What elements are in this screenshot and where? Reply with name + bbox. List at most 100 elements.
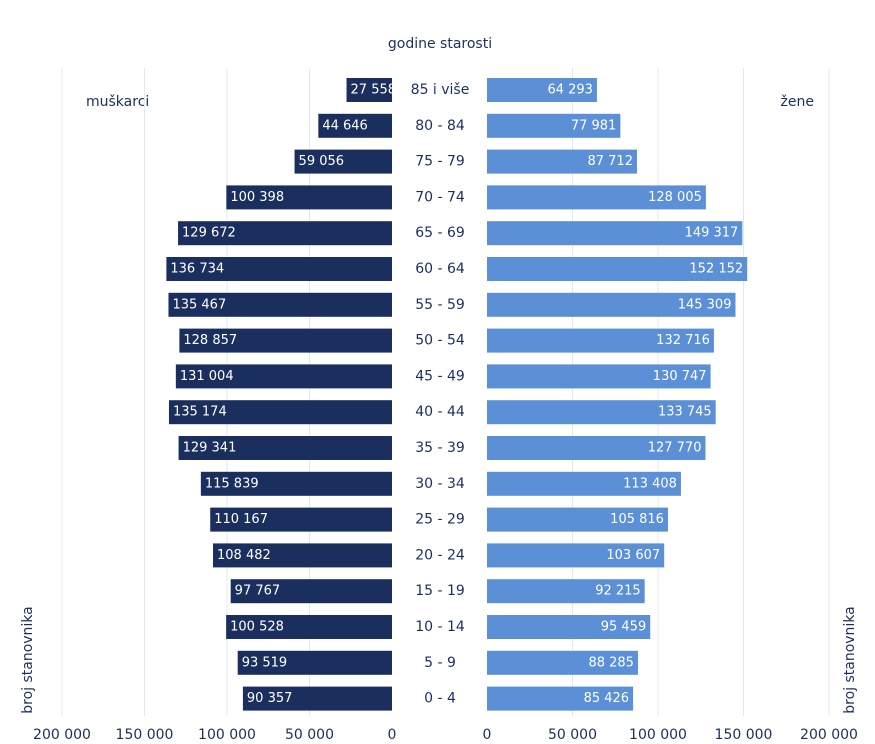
value-label: 95 459 (601, 620, 647, 635)
bar (200, 471, 392, 496)
bar (242, 686, 392, 711)
x-tick-label: 100 000 (198, 727, 256, 743)
bar (487, 113, 621, 138)
legend-label: muškarci (86, 94, 149, 110)
value-label: 129 341 (183, 441, 237, 456)
category-label: 50 - 54 (415, 333, 465, 349)
value-label: 97 767 (235, 584, 281, 599)
bar (294, 149, 392, 174)
value-label: 110 167 (214, 512, 268, 527)
bar (487, 328, 714, 353)
category-label: 40 - 44 (415, 404, 465, 420)
value-label: 88 285 (588, 655, 634, 670)
value-label: 100 398 (230, 190, 284, 205)
bar (230, 579, 392, 604)
x-tick-label: 150 000 (715, 727, 773, 743)
value-label: 64 293 (547, 83, 593, 98)
value-label: 128 857 (183, 333, 237, 348)
value-label: 85 426 (584, 691, 630, 706)
value-label: 105 816 (610, 512, 664, 527)
category-label: 85 i više (411, 82, 470, 98)
bar (487, 400, 716, 425)
bar (487, 543, 665, 568)
category-label: 60 - 64 (415, 261, 465, 277)
bar (179, 328, 392, 353)
x-tick-label: 50 000 (548, 727, 597, 743)
x-tick-label: 0 (483, 727, 492, 743)
value-label: 128 005 (648, 190, 702, 205)
bar (346, 78, 392, 102)
value-label: 27 558 (351, 83, 397, 98)
value-label: 87 712 (587, 154, 633, 169)
bar (168, 292, 392, 317)
category-label: 10 - 14 (415, 619, 465, 635)
value-label: 92 215 (595, 584, 641, 599)
category-label: 75 - 79 (415, 154, 465, 170)
value-label: 103 607 (606, 548, 660, 563)
bar (487, 579, 645, 604)
bar (213, 543, 392, 568)
value-label: 135 467 (172, 297, 226, 312)
category-label: 5 - 9 (424, 655, 456, 671)
value-label: 100 528 (230, 620, 284, 635)
value-label: 108 482 (217, 548, 271, 563)
bar (487, 650, 638, 675)
value-label: 149 317 (685, 226, 739, 241)
axis-label: broj stanovnika (20, 606, 36, 714)
category-label: 35 - 39 (415, 440, 465, 456)
axis-label: broj stanovnika (842, 606, 858, 714)
bar (487, 436, 706, 460)
bar (166, 257, 392, 281)
value-label: 131 004 (180, 369, 234, 384)
x-tick-label: 0 (388, 727, 397, 743)
value-label: 113 408 (623, 476, 677, 491)
value-label: 135 174 (173, 405, 227, 420)
bar (487, 686, 634, 711)
value-label: 59 056 (299, 154, 345, 169)
bar (168, 400, 392, 425)
category-label: 55 - 59 (415, 297, 465, 313)
value-label: 129 672 (182, 226, 236, 241)
category-label: 0 - 4 (424, 691, 456, 707)
bar (226, 615, 392, 639)
bar (487, 364, 711, 389)
bar (178, 221, 392, 246)
value-label: 145 309 (678, 297, 732, 312)
bar (487, 78, 597, 102)
bar (487, 221, 743, 246)
category-label: 80 - 84 (415, 118, 465, 134)
x-tick-label: 150 000 (116, 727, 174, 743)
category-label: 45 - 49 (415, 368, 465, 384)
bar (487, 185, 706, 210)
bar (175, 364, 392, 389)
bar (318, 113, 392, 138)
category-label: 70 - 74 (415, 189, 465, 205)
x-tick-label: 100 000 (629, 727, 687, 743)
bar (210, 507, 392, 532)
x-tick-label: 200 000 (800, 727, 858, 743)
x-tick-label: 200 000 (33, 727, 91, 743)
category-label: 65 - 69 (415, 225, 465, 241)
bar (226, 185, 392, 210)
value-label: 90 357 (247, 691, 293, 706)
value-label: 44 646 (322, 118, 368, 133)
value-label: 77 981 (571, 118, 617, 133)
value-label: 132 716 (656, 333, 710, 348)
x-tick-label: 50 000 (285, 727, 334, 743)
value-label: 127 770 (648, 441, 702, 456)
category-label: 20 - 24 (415, 547, 465, 563)
value-label: 133 745 (658, 405, 712, 420)
value-label: 152 152 (689, 262, 743, 277)
value-label: 136 734 (170, 262, 224, 277)
category-label: 15 - 19 (415, 583, 465, 599)
axis-title: godine starosti (388, 36, 492, 52)
value-label: 93 519 (242, 655, 288, 670)
bar (487, 149, 637, 174)
value-label: 115 839 (205, 476, 259, 491)
bar (487, 615, 651, 639)
category-label: 30 - 34 (415, 476, 465, 492)
value-label: 130 747 (653, 369, 707, 384)
bar (237, 650, 392, 675)
